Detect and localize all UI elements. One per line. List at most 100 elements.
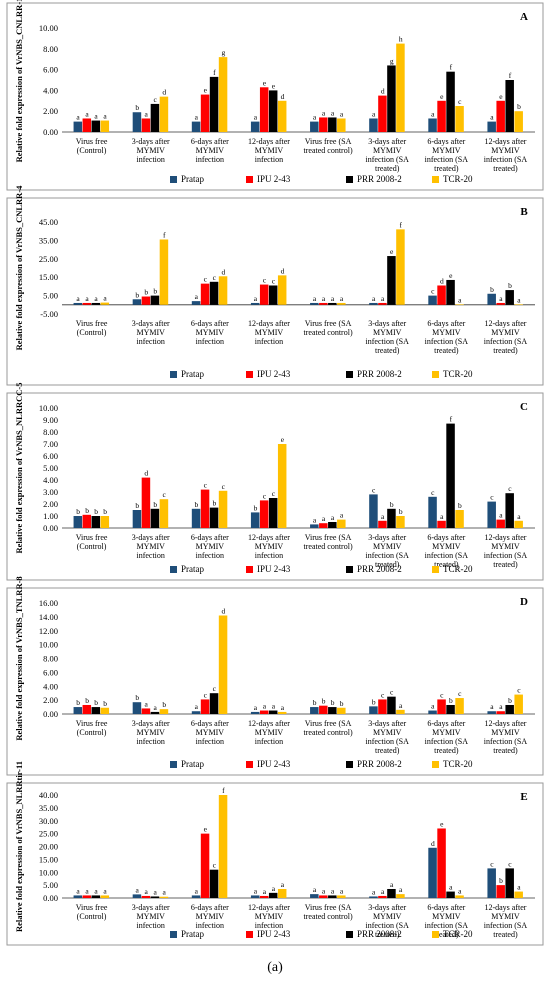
data-label: b — [372, 697, 376, 706]
legend-swatch — [432, 566, 439, 573]
x-tick-label: infection — [255, 551, 283, 560]
x-tick-label: treated) — [434, 164, 459, 173]
x-tick-label: infection (SA — [484, 337, 528, 346]
x-tick-label: 3-days after — [132, 719, 170, 728]
bar — [514, 520, 523, 528]
data-label: c — [508, 484, 512, 493]
x-tick-label: MYMIV — [136, 328, 165, 337]
y-tick-label: 2.00 — [43, 499, 58, 509]
y-tick-label: 15.00 — [39, 854, 58, 864]
x-tick-label: 3-days after — [368, 903, 406, 912]
bar — [150, 295, 160, 305]
x-tick-label: MYMIV — [432, 328, 461, 337]
data-label: a — [163, 888, 167, 897]
legend-swatch — [246, 566, 253, 573]
data-label: a — [517, 512, 521, 521]
x-tick-label: 12-days after — [484, 533, 526, 542]
bar — [209, 507, 219, 528]
bar — [387, 888, 396, 898]
legend-swatch — [432, 371, 439, 378]
data-label: a — [381, 887, 385, 896]
bar — [337, 895, 346, 898]
bar — [328, 302, 337, 305]
legend-label: PRR 2008-2 — [357, 369, 402, 379]
x-tick-label: treated) — [493, 930, 518, 939]
x-tick-label: (Control) — [77, 146, 107, 155]
bar — [378, 95, 387, 132]
data-label: a — [195, 113, 199, 122]
bar — [141, 477, 151, 528]
bar — [218, 615, 228, 714]
x-tick-label: infection (SA — [425, 551, 469, 560]
data-label: h — [399, 35, 403, 44]
data-label: a — [517, 295, 521, 304]
x-tick-label: 6-days after — [191, 319, 229, 328]
y-tick-label: 1.00 — [43, 511, 58, 521]
data-label: a — [458, 295, 462, 304]
data-label: a — [103, 886, 107, 895]
bar — [437, 699, 446, 714]
x-tick-label: treated) — [493, 346, 518, 355]
bar — [310, 894, 319, 898]
data-label: a — [254, 113, 258, 122]
bar — [337, 118, 346, 132]
data-label: b — [94, 507, 98, 516]
x-tick-label: Virus free (SA — [305, 319, 352, 328]
bar — [191, 508, 201, 528]
data-label: c — [263, 276, 267, 285]
bar — [82, 895, 92, 898]
data-label: c — [458, 689, 462, 698]
x-tick-label: MYMIV — [196, 728, 225, 737]
y-tick-label: 10.00 — [39, 403, 58, 413]
data-label: a — [431, 702, 435, 711]
bar — [446, 71, 455, 132]
data-label: e — [272, 81, 276, 90]
data-label: b — [135, 693, 139, 702]
bar — [73, 707, 83, 714]
data-label: a — [458, 886, 462, 895]
legend-swatch — [432, 176, 439, 183]
data-label: a — [145, 887, 149, 896]
data-label: a — [263, 702, 267, 711]
data-label: c — [222, 482, 226, 491]
x-tick-label: MYMIV — [373, 146, 402, 155]
bar — [200, 833, 210, 898]
data-label: f — [399, 220, 402, 229]
bar — [310, 707, 319, 714]
x-tick-label: infection — [196, 337, 224, 346]
x-tick-label: infection (SA — [484, 737, 528, 746]
bar — [487, 121, 496, 132]
data-label: c — [517, 686, 521, 695]
bar — [141, 708, 151, 714]
x-tick-label: 12-days after — [248, 719, 290, 728]
data-label: a — [281, 880, 285, 889]
x-tick-label: infection — [136, 155, 164, 164]
bar — [268, 710, 278, 714]
x-tick-label: MYMIV — [196, 912, 225, 921]
bar — [141, 895, 151, 898]
y-tick-label: 0.00 — [43, 523, 58, 533]
bar — [437, 828, 446, 898]
data-label: a — [313, 294, 317, 303]
bar — [82, 704, 92, 714]
bar — [100, 707, 110, 714]
bar — [73, 516, 83, 528]
bar — [487, 293, 496, 305]
x-tick-label: infection (SA — [366, 921, 410, 930]
x-tick-label: MYMIV — [255, 146, 284, 155]
x-tick-label: infection — [255, 737, 283, 746]
data-label: c — [458, 97, 462, 106]
bar — [428, 295, 437, 305]
x-tick-label: infection — [196, 737, 224, 746]
legend-swatch — [246, 761, 253, 768]
data-label: a — [372, 109, 376, 118]
bar — [455, 895, 464, 898]
bar — [337, 707, 346, 714]
y-tick-label: 20.00 — [39, 842, 58, 852]
x-tick-label: infection (SA — [425, 337, 469, 346]
data-label: b — [135, 103, 139, 112]
bar — [91, 516, 101, 528]
data-label: d — [281, 92, 285, 101]
bar — [277, 275, 287, 305]
bar — [437, 520, 446, 528]
